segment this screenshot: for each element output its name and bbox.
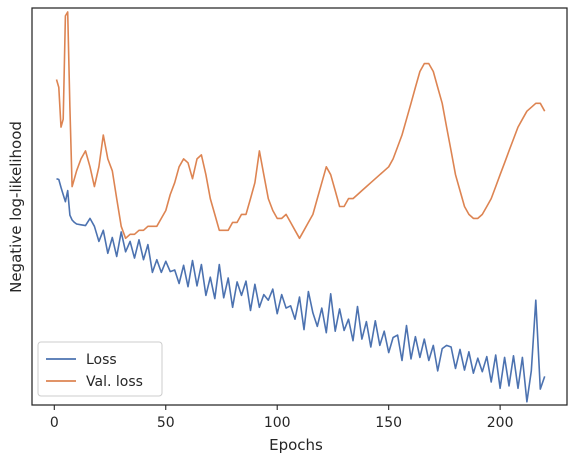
series-line-loss	[56, 177, 546, 403]
x-axis-label: Epochs	[269, 436, 323, 454]
legend-label: Loss	[86, 352, 117, 368]
x-axis-ticks: 0 50 100 150 200	[50, 405, 514, 431]
legend-box	[37, 341, 163, 397]
x-tick-label: 150	[375, 415, 402, 431]
plot-area	[31, 7, 568, 406]
x-tick-label: 50	[157, 415, 175, 431]
legend: Loss Val. loss	[37, 341, 163, 397]
legend-label: Val. loss	[86, 374, 143, 390]
x-tick-label: 200	[487, 415, 514, 431]
series-line-val-loss	[55, 11, 546, 240]
y-axis-label: Negative log-likelihood	[7, 121, 25, 293]
x-tick-label: 100	[264, 415, 291, 431]
x-tick-label: 0	[50, 415, 59, 431]
axes-frame	[31, 7, 568, 406]
